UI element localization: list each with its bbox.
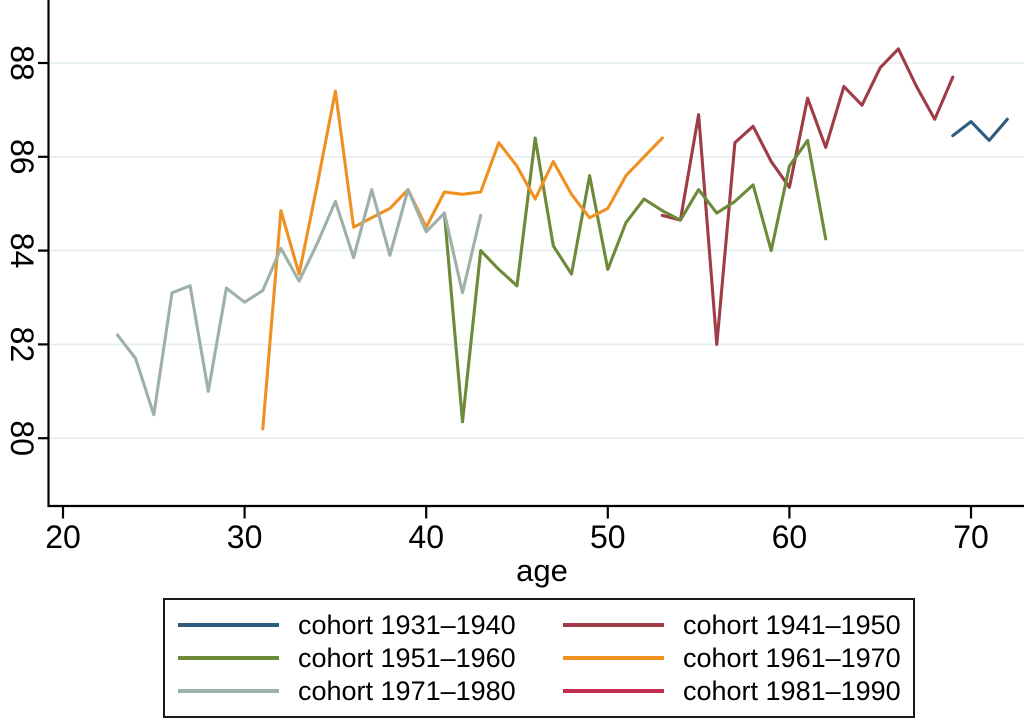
y-tick-label: 86 (4, 139, 40, 175)
legend-label: cohort 1981–1990 (683, 675, 901, 706)
legend-swatch-cohort-1981-1990 (563, 689, 664, 693)
series-line-cohort-1961-1970 (261, 89, 664, 431)
legend-swatch-cohort-1961-1970 (563, 656, 664, 660)
series-line-cohort-1941-1950 (660, 47, 955, 346)
legend-label: cohort 1931–1940 (298, 609, 516, 640)
legend-swatch-cohort-1971-1980 (178, 689, 279, 693)
series-line-cohort-1971-1980 (115, 188, 483, 417)
x-axis-title: age (516, 553, 568, 588)
x-tick-label: 50 (590, 519, 626, 555)
legend-swatch-cohort-1951-1960 (178, 656, 279, 660)
legend-item-cohort-1951-1960: cohort 1951–1960 (178, 643, 563, 673)
legend-label: cohort 1941–1950 (683, 609, 901, 640)
x-tick-label: 40 (408, 519, 444, 555)
legend: cohort 1931–1940 cohort 1941–1950 cohort 1… (163, 598, 915, 718)
legend-item-cohort-1931-1940: cohort 1931–1940 (178, 610, 563, 640)
legend-label: cohort 1961–1970 (683, 642, 901, 673)
legend-item-cohort-1981-1990: cohort 1981–1990 (563, 676, 913, 706)
series-line-cohort-1951-1960 (442, 136, 828, 424)
legend-item-cohort-1941-1950: cohort 1941–1950 (563, 610, 913, 640)
legend-label: cohort 1951–1960 (298, 642, 516, 673)
legend-item-cohort-1971-1980: cohort 1971–1980 (178, 676, 563, 706)
series-lines (115, 47, 1009, 431)
x-tick-label: 30 (227, 519, 263, 555)
x-tick-label: 20 (45, 519, 81, 555)
x-tick-label: 60 (772, 519, 808, 555)
legend-swatch-cohort-1941-1950 (563, 623, 664, 627)
legend-swatch-cohort-1931-1940 (178, 623, 279, 627)
y-tick-label: 82 (4, 327, 40, 363)
y-tick-label: 80 (4, 420, 40, 456)
series-line-cohort-1931-1940 (951, 117, 1009, 142)
y-tick-label: 88 (4, 45, 40, 81)
y-tick-label: 84 (4, 233, 40, 269)
tick-marks (38, 61, 973, 519)
gridlines (50, 62, 1024, 440)
legend-item-cohort-1961-1970: cohort 1961–1970 (563, 643, 913, 673)
line-chart: 80 82 84 86 88 20 30 40 50 60 70 age (4, 0, 1024, 588)
axes (47, 0, 1024, 508)
legend-label: cohort 1971–1980 (298, 675, 516, 706)
x-tick-label: 70 (953, 519, 989, 555)
tick-labels: 80 82 84 86 88 20 30 40 50 60 70 (4, 45, 989, 555)
